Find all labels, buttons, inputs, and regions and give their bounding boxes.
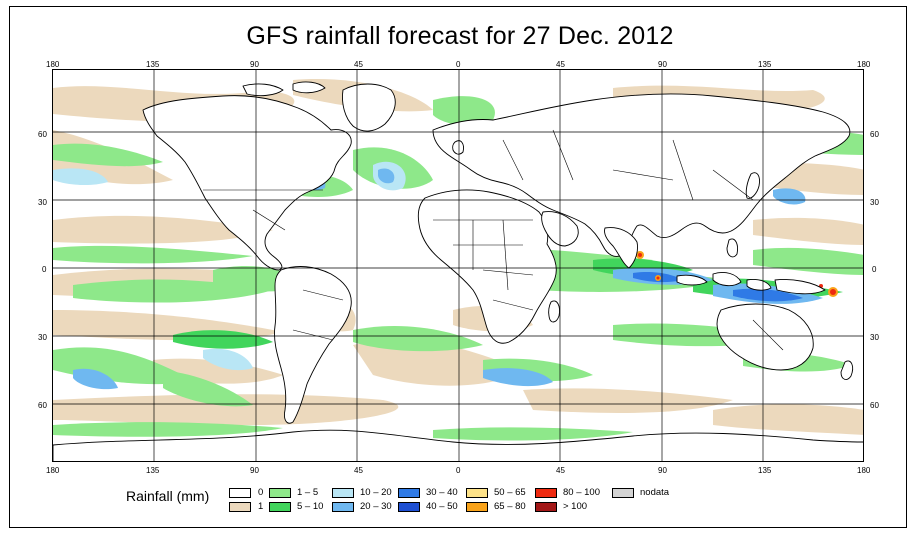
top-lon-label: 45 <box>556 60 565 69</box>
map-title: GFS rainfall forecast for 27 Dec. 2012 <box>246 22 674 50</box>
left-lat-label: 30 <box>38 198 47 207</box>
bottom-lon-label: 0 <box>456 466 461 475</box>
legend-label: 1 <box>258 501 264 512</box>
right-lat-label: 60 <box>870 401 879 410</box>
top-lon-label: 135 <box>146 60 160 69</box>
legend-label: > 100 <box>563 501 588 512</box>
legend-swatch-0 <box>229 488 251 498</box>
legend-swatch-11 <box>535 502 557 512</box>
legend-label: 20 – 30 <box>360 501 392 512</box>
legend-swatch-7 <box>398 502 420 512</box>
legend-swatch-5 <box>332 502 354 512</box>
bottom-lon-label: 45 <box>354 466 363 475</box>
figure-frame <box>9 6 907 528</box>
top-lon-label: 135 <box>758 60 772 69</box>
legend-label: 0 <box>258 487 264 498</box>
right-lat-label: 30 <box>870 198 879 207</box>
bottom-lon-label: 135 <box>758 466 772 475</box>
right-lat-label: 60 <box>870 130 879 139</box>
left-lat-label: 30 <box>38 333 47 342</box>
legend-swatch-12 <box>612 488 634 498</box>
legend-swatch-6 <box>398 488 420 498</box>
top-lon-label: 90 <box>658 60 667 69</box>
left-lat-label: 60 <box>38 401 47 410</box>
top-lon-label: 180 <box>857 60 871 69</box>
top-lon-label: 90 <box>250 60 259 69</box>
bottom-lon-label: 180 <box>46 466 60 475</box>
legend-swatch-9 <box>466 502 488 512</box>
top-lon-label: 180 <box>46 60 60 69</box>
legend-label: 5 – 10 <box>297 501 324 512</box>
legend-swatch-2 <box>269 488 291 498</box>
country-borders <box>203 129 784 351</box>
bottom-lon-label: 90 <box>658 466 667 475</box>
top-lon-label: 0 <box>456 60 461 69</box>
legend-swatch-3 <box>269 502 291 512</box>
rainfall-map <box>52 69 864 462</box>
legend-title: Rainfall (mm) <box>126 488 210 504</box>
bottom-lon-label: 180 <box>857 466 871 475</box>
legend-label: 80 – 100 <box>563 487 600 498</box>
top-lon-label: 45 <box>354 60 363 69</box>
legend-label: 50 – 65 <box>494 487 526 498</box>
legend-swatch-4 <box>332 488 354 498</box>
legend-label: 65 – 80 <box>494 501 526 512</box>
graticule <box>53 70 863 461</box>
legend-swatch-1 <box>229 502 251 512</box>
legend-swatch-8 <box>466 488 488 498</box>
map-canvas <box>53 70 863 461</box>
legend-label: 10 – 20 <box>360 487 392 498</box>
bottom-lon-label: 90 <box>250 466 259 475</box>
right-lat-label: 0 <box>872 265 877 274</box>
left-lat-label: 60 <box>38 130 47 139</box>
legend-label: 1 – 5 <box>297 487 319 498</box>
legend-label: 40 – 50 <box>426 501 458 512</box>
bottom-lon-label: 135 <box>146 466 160 475</box>
legend-label: nodata <box>640 487 670 498</box>
legend-label: 30 – 40 <box>426 487 458 498</box>
legend-swatch-10 <box>535 488 557 498</box>
bottom-lon-label: 45 <box>556 466 565 475</box>
right-lat-label: 30 <box>870 333 879 342</box>
coastlines <box>53 81 863 461</box>
left-lat-label: 0 <box>42 265 47 274</box>
